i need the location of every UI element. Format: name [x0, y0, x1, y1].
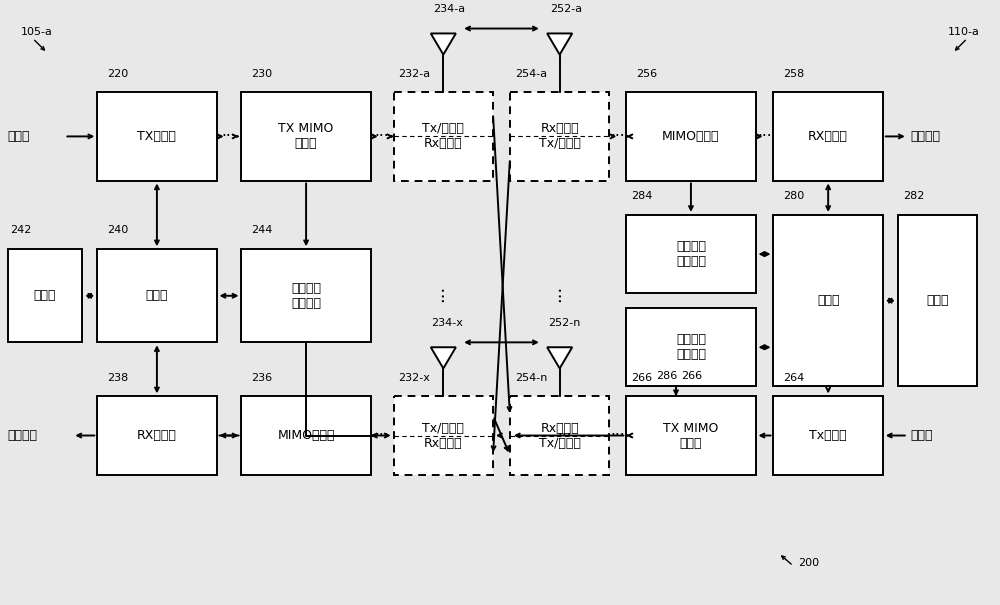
Bar	[626, 215, 756, 293]
Text: 功率余量
报告模块: 功率余量 报告模块	[676, 333, 706, 361]
Text: 266: 266	[681, 371, 702, 381]
Bar	[510, 93, 609, 180]
Bar	[97, 249, 217, 342]
Bar	[241, 396, 371, 475]
Text: 234-x: 234-x	[431, 318, 463, 328]
Text: 258: 258	[783, 68, 805, 79]
Text: Tx/调制器
Rx解调器: Tx/调制器 Rx解调器	[422, 122, 464, 151]
Text: Tx/调制器
Rx解调器: Tx/调制器 Rx解调器	[422, 422, 464, 450]
Text: 功率余量
确定模块: 功率余量 确定模块	[291, 282, 321, 310]
Text: 200: 200	[798, 558, 819, 568]
Text: MIMO检测器: MIMO检测器	[662, 130, 720, 143]
Text: 254-a: 254-a	[515, 68, 547, 79]
Text: Rx解调器
Tx/调制器: Rx解调器 Tx/调制器	[539, 422, 581, 450]
Text: 252-a: 252-a	[550, 4, 582, 14]
Text: TX MIMO
处理器: TX MIMO 处理器	[278, 122, 334, 151]
Text: 存储器: 存储器	[926, 294, 949, 307]
Bar	[241, 93, 371, 180]
Bar	[97, 93, 217, 180]
Text: ···: ···	[757, 129, 772, 144]
Text: ···: ···	[557, 428, 572, 443]
Bar	[773, 215, 883, 387]
Text: 230: 230	[251, 68, 273, 79]
Text: 105-a: 105-a	[21, 27, 53, 36]
Bar	[394, 93, 493, 180]
Text: 数据输出: 数据输出	[8, 429, 38, 442]
Bar	[241, 249, 371, 342]
Text: 242: 242	[10, 226, 31, 235]
Text: 功率余量
计算模块: 功率余量 计算模块	[676, 240, 706, 268]
Text: 232-x: 232-x	[399, 373, 430, 382]
Text: 240: 240	[107, 226, 128, 235]
Text: ···: ···	[611, 129, 625, 144]
Text: 284: 284	[631, 191, 653, 201]
Text: 280: 280	[783, 191, 805, 201]
Text: 264: 264	[783, 373, 805, 382]
Bar	[8, 249, 82, 342]
Bar	[394, 396, 493, 475]
Text: 数据源: 数据源	[911, 429, 933, 442]
Bar	[510, 396, 609, 475]
Polygon shape	[431, 347, 456, 368]
Text: 110-a: 110-a	[947, 27, 979, 36]
Text: 286: 286	[656, 371, 677, 381]
Text: ···: ···	[375, 428, 389, 443]
Text: 266: 266	[631, 373, 652, 382]
Bar	[97, 396, 217, 475]
Text: ···: ···	[611, 428, 625, 443]
Text: ···: ···	[222, 129, 236, 144]
Text: 236: 236	[251, 373, 273, 382]
Text: 244: 244	[251, 226, 273, 235]
Bar	[626, 396, 756, 475]
Text: 220: 220	[107, 68, 128, 79]
Text: Tx处理器: Tx处理器	[809, 429, 847, 442]
Text: ···: ···	[434, 285, 452, 302]
Bar	[773, 93, 883, 180]
Text: MIMO检测器: MIMO检测器	[277, 429, 335, 442]
Polygon shape	[547, 347, 572, 368]
Text: Rx解调器
Tx/调制器: Rx解调器 Tx/调制器	[539, 122, 581, 151]
Text: 数据源: 数据源	[8, 130, 30, 143]
Text: TX MIMO
处理器: TX MIMO 处理器	[663, 422, 719, 450]
Text: 存储器: 存储器	[34, 289, 56, 302]
Text: 252-n: 252-n	[548, 318, 580, 328]
Text: 处理器: 处理器	[817, 294, 839, 307]
Bar	[626, 308, 756, 387]
Text: 254-n: 254-n	[515, 373, 547, 382]
Text: ···: ···	[375, 129, 389, 144]
Text: 238: 238	[107, 373, 128, 382]
Bar	[773, 396, 883, 475]
Bar	[626, 93, 756, 180]
Bar	[898, 215, 977, 387]
Text: ···: ···	[551, 285, 569, 302]
Polygon shape	[431, 33, 456, 54]
Text: TX处理器: TX处理器	[137, 130, 176, 143]
Polygon shape	[547, 33, 572, 54]
Text: 256: 256	[636, 68, 657, 79]
Text: 232-a: 232-a	[399, 68, 431, 79]
Text: RX处理器: RX处理器	[808, 130, 848, 143]
Text: 234-a: 234-a	[433, 4, 465, 14]
Text: 282: 282	[903, 191, 924, 201]
Text: RX处理器: RX处理器	[137, 429, 177, 442]
Text: 数据输出: 数据输出	[911, 130, 941, 143]
Text: 处理器: 处理器	[146, 289, 168, 302]
